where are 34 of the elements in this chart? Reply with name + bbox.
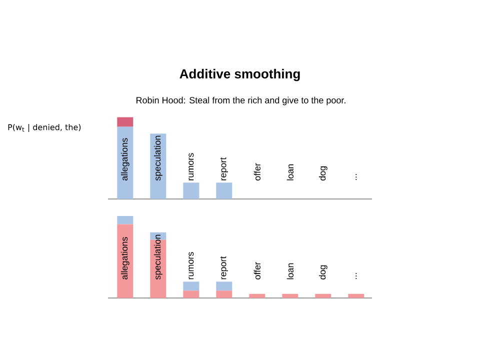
bar [216, 282, 232, 291]
x-tick-label: report [220, 256, 228, 280]
x-tick-label: dog [318, 265, 328, 280]
bar [315, 294, 332, 298]
x-tick-label: ... [356, 174, 357, 180]
x-tick-label: ... [356, 273, 357, 279]
x-tick-label: allegations [120, 138, 130, 180]
bar [150, 134, 166, 199]
bar [117, 126, 134, 199]
bar [183, 182, 200, 199]
bar [216, 290, 232, 298]
bar [216, 182, 232, 199]
text: P(w$_{t}$ | denied, the) [8, 124, 81, 132]
bar [183, 290, 200, 298]
chart-title: Additive smoothing [180, 68, 300, 82]
bar [117, 216, 134, 224]
bar [117, 224, 134, 298]
x-tick-label: offer [254, 163, 260, 180]
x-tick-label: speculation [154, 234, 162, 280]
x-tick-label: report [220, 157, 228, 180]
x-tick-label: dog [318, 166, 328, 180]
x-tick-label: rumors [188, 252, 194, 280]
x-tick-label: speculation [154, 136, 162, 181]
x-tick-label: rumors [188, 153, 194, 180]
x-tick-label: offer [254, 262, 260, 280]
bar [183, 282, 200, 291]
chart-subtitle: Robin Hood: Steal from the rich and give to the poor. [136, 96, 346, 106]
bar [117, 117, 134, 127]
bar [348, 294, 364, 298]
bar [249, 294, 266, 298]
x-tick-label: loan [286, 263, 294, 280]
bar [282, 294, 298, 298]
x-tick-label: loan [286, 164, 294, 180]
x-tick-label: allegations [120, 237, 130, 280]
